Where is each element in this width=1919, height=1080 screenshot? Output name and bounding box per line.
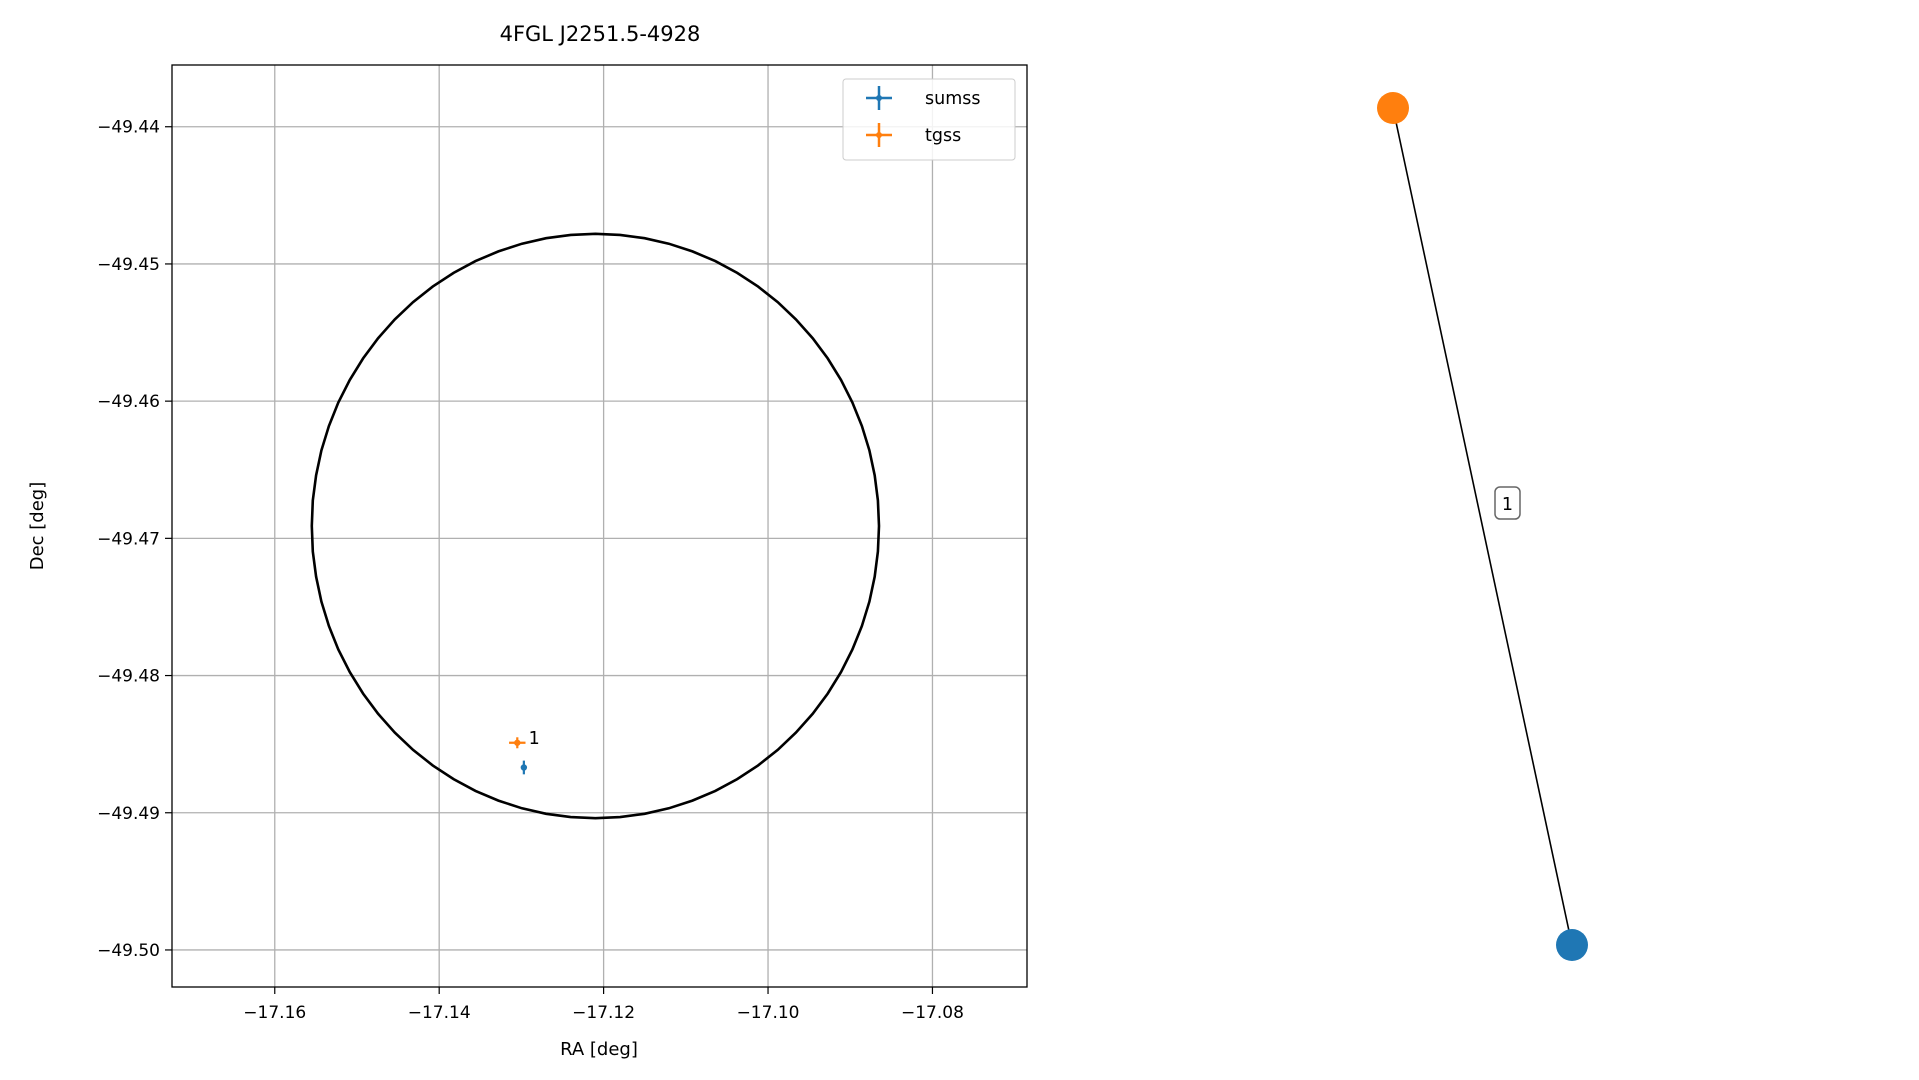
uncertainty-ellipse [310,232,881,820]
legend-marker-sumss [866,86,892,110]
y-tick-label: −49.45 [97,255,160,275]
y-tick-label: −49.44 [97,118,160,138]
y-tick-label: −49.46 [97,392,160,412]
legend-label-sumss: sumss [925,89,981,109]
y-ticks: −49.44 −49.45 −49.46 −49.47 −49.48 −49.49 −49.… [97,118,172,961]
uncertainty-ellipse-layer [310,232,881,820]
legend-label-tgss: tgss [925,126,961,146]
x-tick-label: −17.08 [901,1003,964,1023]
x-ticks: −17.16 −17.14 −17.12 −17.10 −17.08 [243,987,964,1023]
match-graph: 1 [1377,92,1588,961]
data-layer [509,737,528,775]
data-point-sumss [520,760,528,775]
y-axis-label: Dec [deg] [27,482,48,571]
x-axis-label: RA [deg] [560,1039,638,1060]
plot-frame [171,64,1028,988]
legend: sumss tgss [842,78,1016,161]
sky-plot: 4FGL J2251.5-4928 −17.16 −17.14 −17.12 −17.… [27,22,1028,1060]
x-tick-label: −17.14 [408,1003,471,1023]
y-tick-label: −49.50 [97,941,160,961]
x-tick-label: −17.16 [243,1003,306,1023]
y-tick-label: −49.47 [97,529,160,549]
grid [172,65,1027,987]
y-tick-label: −49.49 [97,804,160,824]
graph-edge [1392,107,1573,946]
chart-title: 4FGL J2251.5-4928 [500,22,701,46]
y-tick-label: −49.48 [97,667,160,687]
legend-marker-tgss [866,123,892,147]
x-tick-label: −17.10 [737,1003,800,1023]
edge-label-box [1494,486,1521,520]
edge-label: 1 [1502,495,1513,515]
data-point-tgss [509,737,526,749]
source-annotation-1: 1 [529,729,540,749]
graph-node-tgss [1377,92,1409,124]
x-tick-label: −17.12 [572,1003,635,1023]
graph-node-sumss [1556,929,1588,961]
